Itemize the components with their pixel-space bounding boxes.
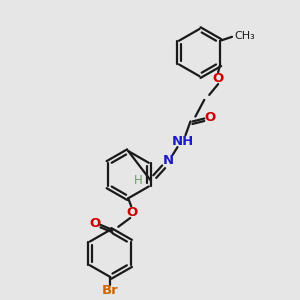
Text: N: N — [163, 154, 174, 167]
Text: NH: NH — [171, 135, 194, 148]
Text: O: O — [205, 111, 216, 124]
Text: Br: Br — [102, 284, 119, 297]
Text: H: H — [134, 174, 143, 187]
Text: O: O — [127, 206, 138, 219]
Text: CH₃: CH₃ — [234, 31, 255, 41]
Text: O: O — [89, 218, 100, 230]
Text: O: O — [212, 72, 224, 85]
